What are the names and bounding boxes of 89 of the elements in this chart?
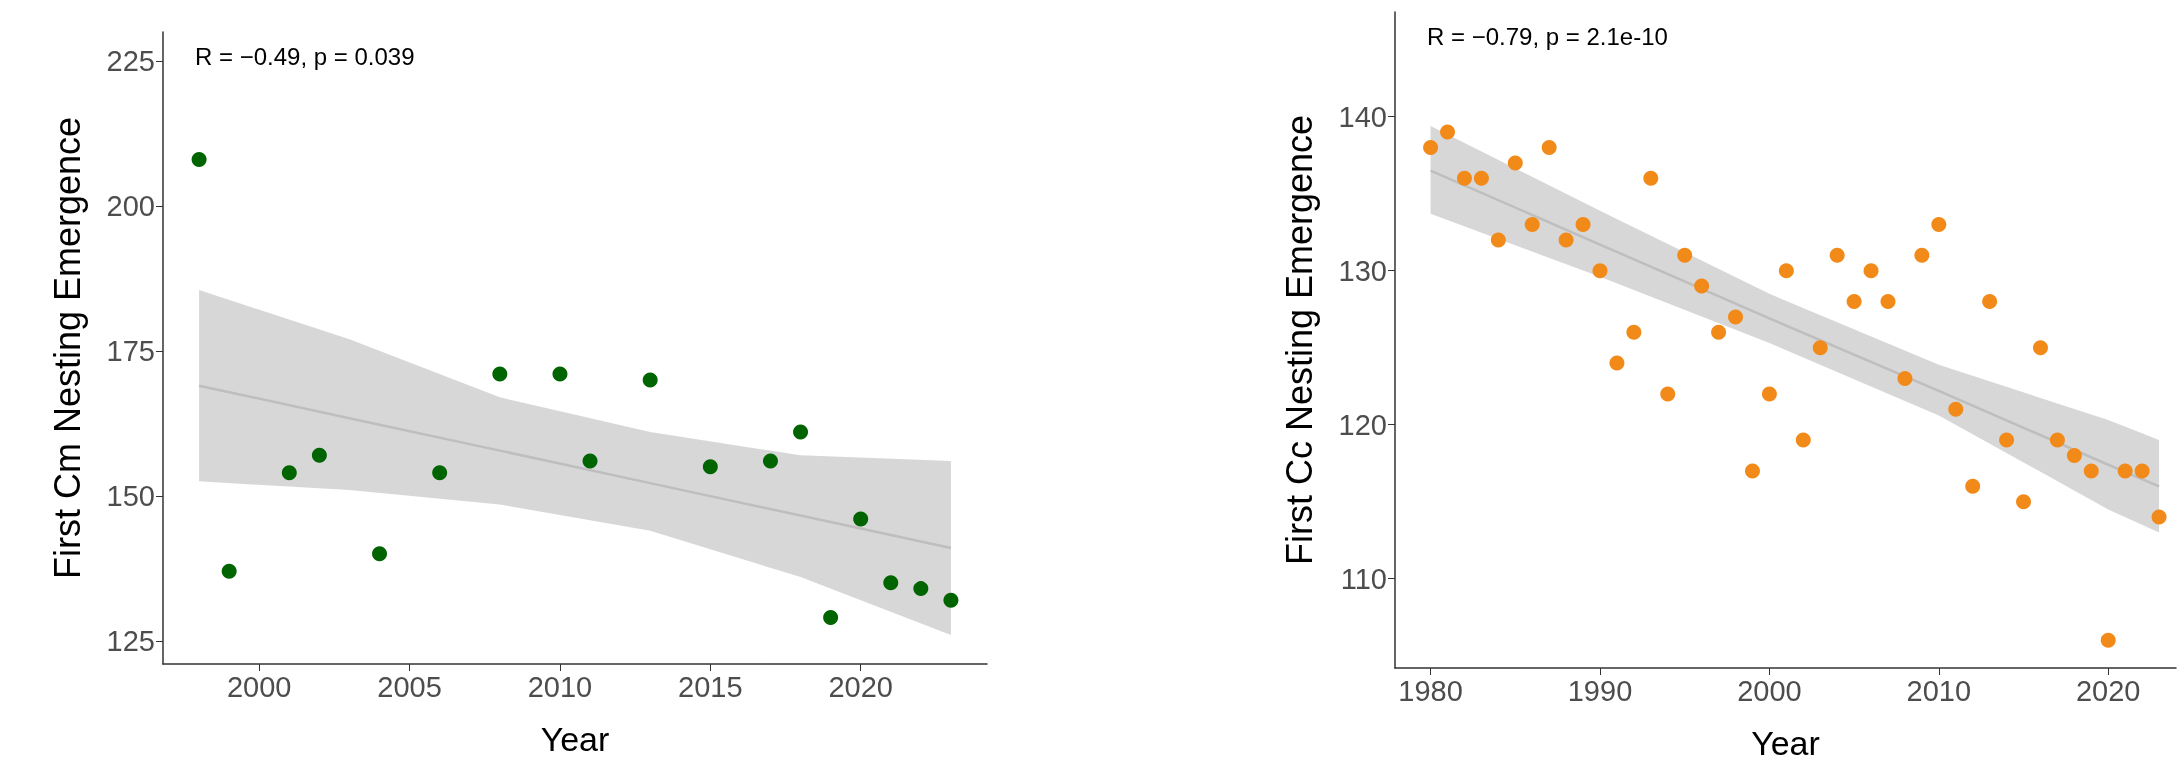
point [1456,170,1472,186]
x-tick-label: 2005 [377,670,442,703]
point [823,610,839,626]
point [762,453,778,469]
point [883,575,899,591]
point [1524,217,1540,232]
x-tick-label: 2010 [1906,674,1972,707]
point [1728,309,1744,325]
point [1778,263,1794,279]
point [913,581,929,597]
point [1863,263,1879,279]
point [1660,386,1676,402]
line-series [197,384,953,550]
point [1948,401,1964,417]
point [1541,140,1557,156]
point [1880,294,1896,309]
point [2100,632,2116,648]
y-axis-title: First Cm Nesting Emergence [46,116,88,580]
point [1897,371,1913,386]
y-tick-label: 150 [106,479,155,512]
point [1931,217,1947,232]
point [1846,294,1862,309]
x-tick-label: 2015 [678,670,743,703]
annotation: R = −0.79, p = 2.1e-10 [1427,22,1668,50]
point [2016,494,2032,510]
point [943,592,959,608]
y-axis-title: First Cc Nesting Emergence [1278,114,1320,566]
point [281,465,297,481]
x-tick-label: 2000 [226,670,292,703]
y-tick-label: 200 [106,189,155,222]
point [1490,232,1506,248]
point [853,511,869,527]
y-tick-label: 120 [1338,408,1387,441]
point [1677,247,1693,263]
point [191,152,207,168]
x-tick-label: 2000 [1737,674,1802,707]
point [1761,386,1777,402]
point [2083,463,2099,479]
point [1914,247,1930,263]
x-tick-label: 2020 [828,670,893,703]
point [1965,478,1981,494]
x-tick-label: 1980 [1398,674,1463,707]
y-tick-label: 110 [1340,562,1387,595]
x-tick-label: 2010 [527,670,593,703]
point [1795,432,1811,448]
point [1999,432,2015,448]
point [1829,247,1845,263]
point [311,447,327,463]
y-tick-label: 225 [106,44,155,77]
point [793,424,809,440]
point [221,563,237,579]
point [1423,140,1439,156]
x-tick-label: 2020 [2075,674,2141,707]
y-tick-label: 175 [106,334,155,367]
point [1473,170,1489,186]
x-tick-label: 1990 [1567,674,1633,707]
y-tick-label: 130 [1338,254,1387,287]
point [1744,463,1760,479]
y-tick-label: 140 [1338,100,1387,133]
point [1643,170,1659,186]
point [372,546,388,562]
point [582,453,598,469]
point [1440,124,1456,140]
point [1575,217,1591,232]
point [492,366,508,382]
point [1507,155,1523,171]
point [1694,278,1710,294]
point [1609,355,1625,371]
point [1812,340,1828,356]
point [2117,463,2133,479]
point [2049,432,2065,448]
point [702,459,718,475]
point [1626,324,1642,340]
y-tick-label: 125 [106,624,155,657]
point [2032,340,2048,356]
point [1592,263,1608,279]
point [2134,463,2150,479]
annotation: R = −0.49, p = 0.039 [195,42,415,70]
point [1711,324,1727,340]
point [2066,448,2082,463]
x-axis-title: Year [1751,724,1820,762]
point [1982,294,1998,309]
x-axis-title: Year [540,720,610,758]
point [1558,232,1574,248]
point [432,465,448,481]
point [552,366,568,382]
point [642,372,658,388]
point [2151,509,2167,525]
line-series [1429,169,2161,488]
